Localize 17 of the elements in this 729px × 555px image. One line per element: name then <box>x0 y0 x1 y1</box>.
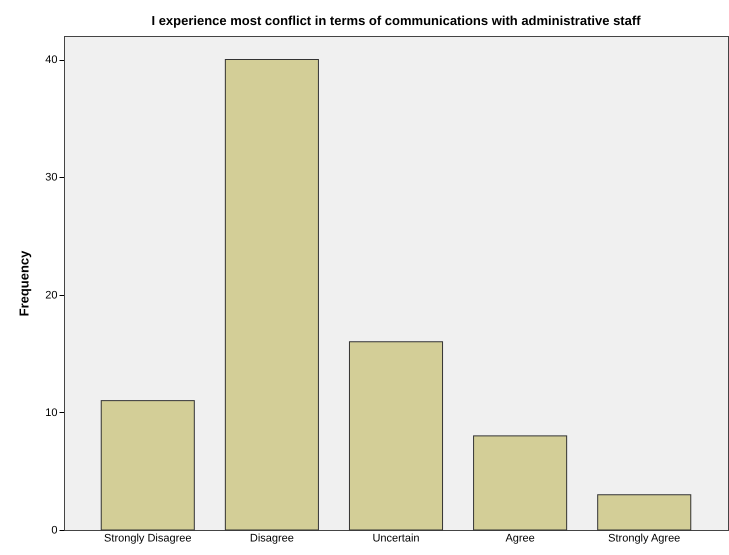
bar <box>473 435 568 530</box>
x-tick-label: Disagree <box>250 532 294 544</box>
bar <box>224 59 319 530</box>
bar <box>348 341 444 530</box>
x-tick-label: Uncertain <box>372 532 420 544</box>
bar <box>597 494 692 530</box>
y-tick-label: 40 <box>45 54 58 66</box>
chart-title: I experience most conflict in terms of communications with administrative staff <box>151 13 642 28</box>
x-tick-label: Strongly Agree <box>608 532 680 544</box>
x-tick-label: Agree <box>505 532 535 544</box>
y-axis-title: Frequency <box>16 250 32 316</box>
y-tick-label: 10 <box>45 406 58 419</box>
y-tick-label: 0 <box>51 524 58 536</box>
y-tick-label: 20 <box>45 289 58 302</box>
y-tick-label: 30 <box>45 172 58 184</box>
bar <box>100 400 195 530</box>
x-tick-label: Strongly Disagree <box>104 532 192 544</box>
